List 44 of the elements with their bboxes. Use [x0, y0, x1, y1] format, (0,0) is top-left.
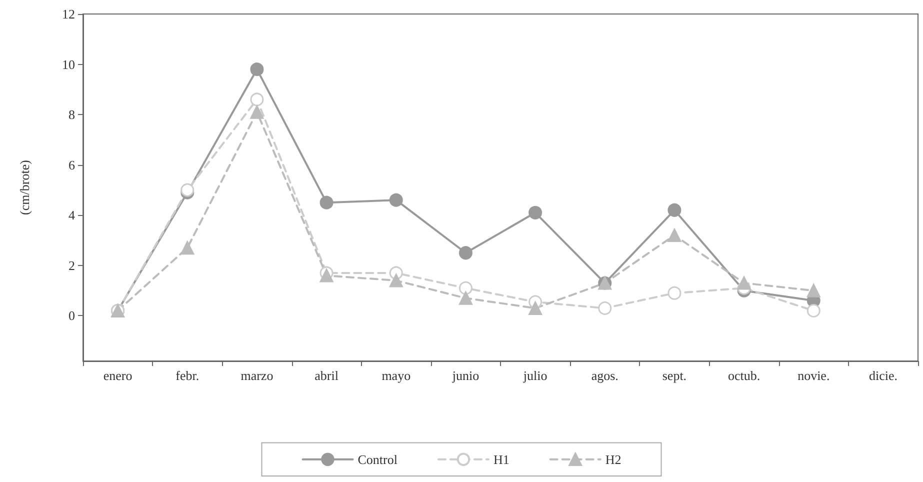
x-tick-label: mayo [382, 368, 411, 383]
y-tick-label: 2 [68, 258, 75, 273]
point [320, 268, 334, 282]
x-tick-label: sept. [662, 368, 687, 383]
y-tick-label: 4 [68, 208, 76, 223]
point [806, 304, 820, 318]
point [458, 291, 472, 305]
x-tick-label: febr. [176, 368, 200, 383]
y-tick-label: 10 [62, 56, 75, 72]
point [389, 193, 403, 207]
y-tick-label: 0 [68, 308, 75, 324]
legend-label: H1 [493, 452, 510, 467]
point [598, 301, 612, 315]
y-tick-label: 6 [68, 157, 76, 172]
x-tick-label: dicie. [868, 368, 898, 383]
point [389, 274, 403, 288]
x-tick-label: octub. [728, 368, 760, 383]
point [458, 281, 472, 295]
point [180, 241, 194, 255]
point [180, 183, 194, 197]
x-tick-label: junio [451, 368, 480, 383]
x-tick-label: agos. [591, 368, 618, 383]
x-tick-label: enero [103, 368, 132, 383]
y-axis-title: (cm/brote) [17, 160, 32, 215]
point [320, 196, 334, 210]
y-tick-label: 12 [62, 6, 75, 22]
y-tick-label: 8 [68, 107, 75, 122]
point [528, 301, 542, 315]
legend-label: Control [358, 452, 398, 467]
point [250, 105, 264, 119]
point [250, 62, 264, 76]
point [806, 284, 820, 298]
point [668, 228, 682, 242]
point [250, 92, 264, 106]
x-tick-label: novie. [798, 368, 830, 383]
point [737, 276, 751, 290]
x-tick-label: julio [522, 368, 548, 383]
point [458, 246, 472, 260]
x-tick-label: abril [314, 368, 339, 383]
x-tick-label: marzo [240, 368, 274, 383]
point [668, 203, 682, 217]
point [668, 286, 682, 300]
point [528, 206, 542, 220]
legend-label: H2 [605, 452, 622, 467]
